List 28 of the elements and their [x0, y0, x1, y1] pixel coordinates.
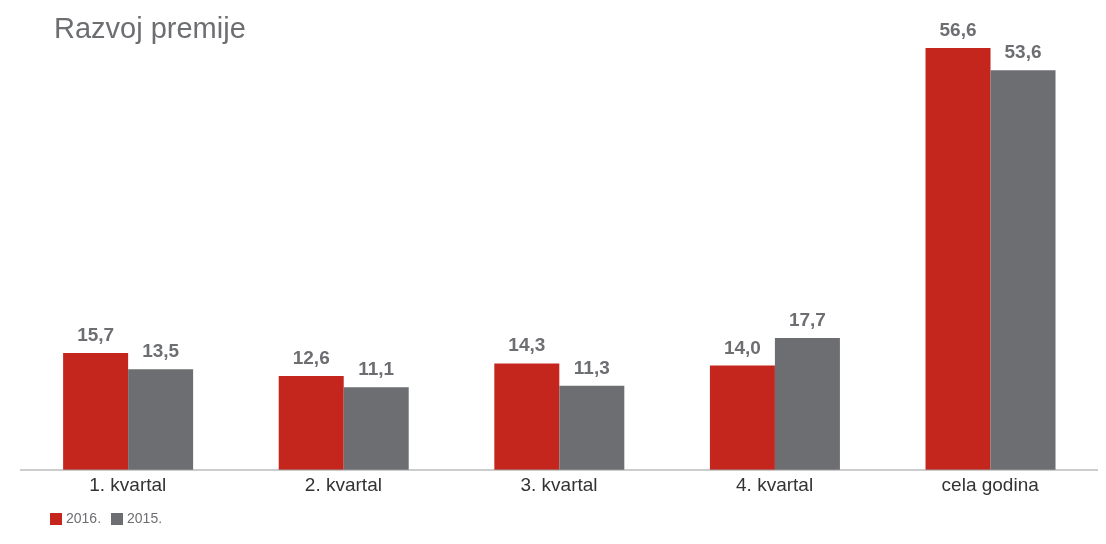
- bar: [559, 385, 625, 470]
- data-label: 56,6: [939, 19, 977, 40]
- bar: [128, 369, 194, 470]
- x-tick-label: 1. kvartal: [89, 474, 167, 496]
- data-label: 14,3: [508, 334, 546, 356]
- bar: [278, 376, 344, 470]
- bar: [990, 70, 1056, 470]
- legend-label: 2016.: [66, 510, 102, 526]
- bar: [925, 48, 991, 470]
- bar: [343, 387, 409, 470]
- legend-label: 2015.: [127, 510, 163, 526]
- data-label: 15,7: [77, 323, 115, 345]
- bar: [709, 365, 775, 470]
- data-label: 53,6: [1004, 41, 1042, 63]
- x-tick-label: 4. kvartal: [736, 474, 814, 496]
- x-tick-label: 2. kvartal: [304, 474, 382, 496]
- bar: [494, 363, 560, 470]
- bar: [774, 338, 840, 470]
- x-tick-label: 3. kvartal: [520, 474, 598, 496]
- chart-title: Razvoj premije: [54, 12, 246, 45]
- data-label: 12,6: [292, 347, 330, 369]
- data-label: 17,7: [788, 309, 826, 331]
- data-label: 14,0: [723, 336, 761, 358]
- data-label: 13,5: [142, 340, 180, 362]
- x-tick-label: cela godina: [941, 474, 1040, 496]
- data-label: 11,1: [358, 358, 395, 380]
- data-label: 11,3: [573, 356, 610, 378]
- bar: [63, 352, 129, 470]
